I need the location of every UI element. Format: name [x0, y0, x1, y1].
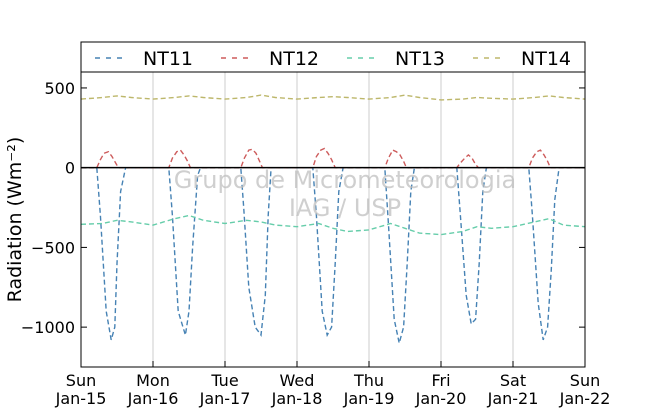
y-tick-label: −500	[31, 238, 75, 257]
watermark-line: Grupo de Micrometeorologia	[174, 166, 516, 194]
x-tick-label-date: Jan-15	[55, 389, 107, 408]
x-tick-label-date: Jan-21	[487, 389, 539, 408]
x-tick-label-day: Mon	[136, 371, 170, 390]
x-tick-label-day: Fri	[431, 371, 450, 390]
x-tick-label-day: Sun	[66, 371, 96, 390]
legend-label: NT12	[269, 48, 319, 70]
series-line-nt13	[80, 214, 586, 236]
x-tick-label-day: Wed	[280, 371, 315, 390]
legend-box	[80, 41, 586, 73]
legend-label: NT13	[395, 48, 445, 70]
legend: NT11 NT12 NT13 NT14	[80, 41, 586, 73]
series-line-nt12	[81, 147, 585, 169]
x-tick-label-day: Sun	[570, 371, 600, 390]
y-axis: 500 0 −500 −1000	[21, 79, 585, 337]
x-axis: SunJan-15MonJan-16TueJan-17WedJan-18ThuJ…	[55, 361, 611, 408]
x-tick-label-date: Jan-17	[199, 389, 251, 408]
x-tick-label-day: Thu	[353, 371, 384, 390]
watermark-line: IAG / USP	[289, 194, 401, 222]
legend-label: NT14	[521, 48, 571, 70]
x-tick-label-date: Jan-20	[415, 389, 467, 408]
x-tick-label-date: Jan-19	[343, 389, 395, 408]
y-tick-label: 500	[44, 79, 75, 98]
x-tick-label-date: Jan-16	[127, 389, 179, 408]
x-tick-label-day: Sat	[500, 371, 526, 390]
y-tick-label: 0	[65, 159, 75, 178]
series-line-nt14	[80, 94, 586, 101]
y-axis-label: Radiation (Wm⁻²)	[4, 137, 26, 303]
grid-lines	[152, 72, 514, 367]
y-tick-label: −1000	[21, 318, 75, 337]
series-layer	[80, 94, 586, 344]
legend-label: NT11	[143, 48, 193, 70]
x-tick-label-date: Jan-18	[271, 389, 323, 408]
x-tick-label-day: Tue	[210, 371, 238, 390]
x-tick-label-date: Jan-22	[559, 389, 611, 408]
